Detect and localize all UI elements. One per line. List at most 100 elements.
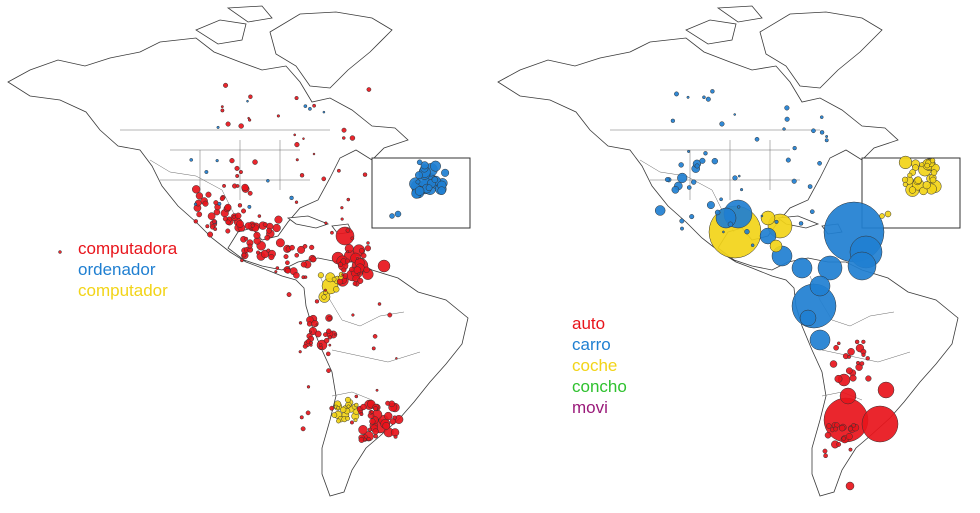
location-dot	[266, 178, 270, 183]
location-dot	[358, 248, 365, 254]
location-dot	[355, 256, 359, 260]
location-dot	[272, 223, 281, 233]
location-dot	[760, 214, 764, 218]
location-dot	[847, 354, 851, 359]
location-dot	[854, 339, 860, 345]
location-dot	[809, 209, 815, 215]
location-dot	[924, 162, 930, 169]
location-dot	[364, 245, 372, 252]
location-dot	[914, 176, 922, 184]
location-dot	[349, 420, 354, 425]
location-dot	[415, 171, 423, 180]
location-dot	[58, 250, 62, 254]
location-dot	[341, 127, 347, 133]
location-dot	[328, 343, 332, 347]
location-dot	[237, 203, 243, 208]
location-dot	[736, 205, 741, 209]
location-dot	[437, 186, 446, 195]
location-dot	[792, 145, 797, 151]
location-dot	[859, 361, 865, 366]
location-dot	[929, 157, 936, 164]
location-dot	[415, 179, 421, 185]
location-dot	[791, 257, 813, 279]
location-dot	[357, 272, 361, 276]
location-dot	[241, 183, 249, 192]
location-dot	[196, 211, 203, 218]
location-dot	[247, 243, 253, 249]
location-dot	[215, 159, 219, 163]
location-dot	[848, 447, 853, 452]
location-dot	[247, 190, 253, 196]
location-dot	[809, 329, 831, 351]
location-dot	[341, 267, 347, 273]
location-dot	[326, 351, 331, 357]
location-dot	[677, 172, 688, 184]
border-line	[331, 349, 421, 363]
location-dot	[674, 91, 679, 97]
location-dot	[216, 125, 220, 129]
location-dot	[293, 133, 297, 137]
location-dot	[431, 176, 439, 183]
location-dot	[389, 213, 395, 219]
map-car-terms	[497, 5, 961, 497]
location-dot	[929, 176, 937, 184]
location-dot	[248, 94, 253, 99]
location-dot	[294, 200, 299, 204]
location-dot	[360, 252, 367, 259]
location-dot	[346, 197, 351, 202]
location-dot	[306, 321, 313, 327]
location-dot	[207, 231, 214, 238]
data-points	[654, 89, 942, 491]
location-dot	[838, 424, 846, 432]
location-dot	[680, 226, 684, 231]
land-shape	[195, 19, 247, 45]
location-dot	[247, 116, 250, 120]
location-dot	[289, 195, 294, 201]
location-dot	[354, 394, 359, 399]
location-dot	[234, 165, 240, 171]
location-dot	[901, 176, 909, 183]
location-dot	[223, 82, 229, 88]
location-dot	[222, 216, 228, 222]
location-dot	[329, 405, 335, 411]
location-dot	[733, 113, 737, 116]
location-dot	[327, 315, 333, 321]
location-dot	[235, 184, 240, 188]
location-dot	[902, 181, 908, 187]
legend-computer-terms: computadora ordenador computador	[78, 238, 177, 301]
map-computer-terms	[7, 5, 471, 497]
location-dot	[235, 212, 242, 219]
location-dot	[345, 228, 350, 233]
location-dot	[366, 436, 371, 442]
location-dot	[352, 281, 358, 286]
location-dot	[359, 412, 364, 417]
location-dot	[387, 312, 393, 318]
location-dot	[367, 427, 372, 432]
location-dot	[711, 157, 718, 165]
location-dot	[213, 227, 218, 232]
location-dot	[719, 197, 723, 202]
legend-item-movi: movi	[572, 398, 608, 417]
location-dot	[225, 121, 231, 127]
location-dot	[295, 158, 299, 162]
location-dot	[363, 266, 370, 273]
location-dot	[829, 360, 838, 368]
location-dot	[369, 418, 376, 425]
location-dot	[331, 412, 338, 418]
location-dot	[350, 236, 355, 241]
location-dot	[784, 105, 790, 111]
location-dot	[817, 160, 822, 166]
location-dot	[798, 221, 804, 226]
location-dot	[879, 213, 885, 219]
location-dot	[686, 185, 692, 190]
location-dot	[346, 404, 351, 409]
location-dot	[836, 441, 842, 447]
location-dot	[327, 335, 332, 340]
location-dot	[861, 352, 866, 357]
location-dot	[930, 169, 938, 176]
location-dot	[824, 138, 829, 143]
legend-car-terms: auto carro coche concho movi	[572, 313, 627, 418]
location-dot	[384, 411, 393, 421]
location-dot	[884, 210, 892, 218]
location-dot	[336, 405, 340, 410]
